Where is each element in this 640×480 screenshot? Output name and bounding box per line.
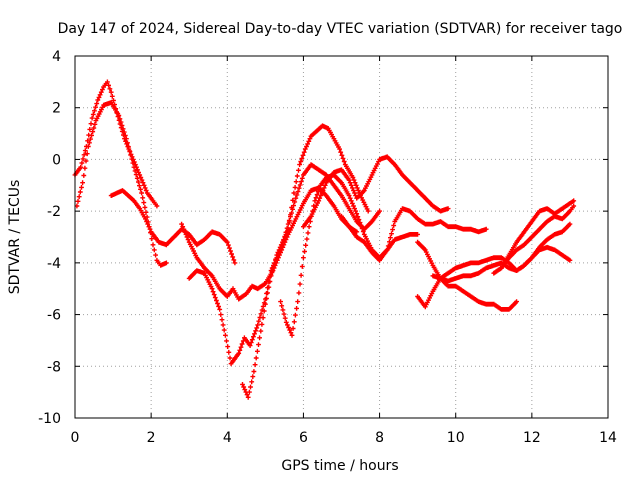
series-sat-8 [301,154,451,230]
series-markers [301,154,451,230]
x-tick-label: 14 [599,430,617,446]
series-markers [499,198,577,271]
series-markers [491,203,577,276]
series-sat-6 [240,123,371,400]
x-tick-label: 0 [71,430,80,446]
series-markers [339,206,489,263]
series-sat-7 [278,172,420,338]
y-tick-labels: -10 -8 -6 -4 -2 0 2 4 [38,49,61,427]
y-tick-label: 4 [52,49,61,65]
x-tick-labels: 0 2 4 6 8 10 12 14 [71,430,617,446]
axis-ticks [74,55,609,419]
series-sat-3 [108,188,238,266]
series-sat-14 [491,203,577,276]
series-markers [278,172,420,338]
series-sat-12 [430,221,573,284]
chart-title: Day 147 of 2024, Sidereal Day-to-day VTE… [58,21,623,37]
series-markers [240,123,371,400]
series-sat-1 [72,79,160,209]
y-tick-label: 2 [52,101,61,117]
y-tick-label: -8 [47,359,61,375]
y-axis-label: SDTVAR / TECUs [7,180,23,295]
y-tick-label: -2 [47,204,61,220]
series-markers [72,79,160,209]
x-tick-label: 6 [299,430,308,446]
series-markers [74,100,169,268]
x-tick-label: 2 [147,430,156,446]
y-tick-label: -4 [47,256,61,272]
y-tick-label: 0 [52,152,61,168]
y-tick-label: -10 [38,411,61,427]
series-markers [108,188,238,266]
plot-frame [74,55,609,419]
series-sat-9 [339,206,489,263]
series-sat-2 [74,100,169,268]
x-axis-label: GPS time / hours [281,458,398,474]
x-tick-label: 8 [375,430,384,446]
x-tick-label: 4 [223,430,232,446]
x-tick-label: 12 [523,430,541,446]
series-sat-13 [499,198,577,271]
y-tick-label: -6 [47,308,61,324]
series-markers [430,221,573,284]
x-tick-label: 10 [447,430,465,446]
data-series [72,79,577,400]
